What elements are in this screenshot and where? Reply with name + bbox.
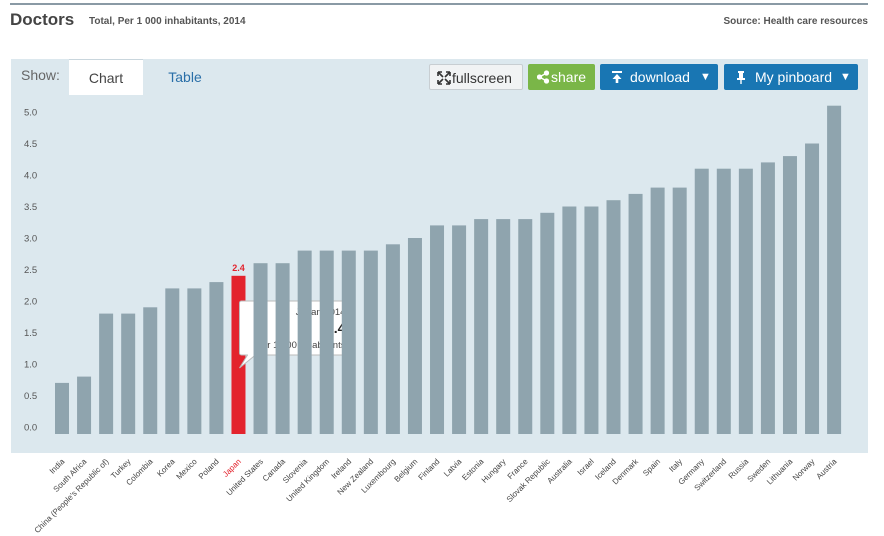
source-label[interactable]: Source: Health care resources	[723, 16, 868, 27]
x-tick-label: Poland	[197, 457, 221, 481]
bar-mexico[interactable]	[187, 288, 202, 434]
y-tick-label: 5.0	[24, 108, 37, 119]
bar-switzerland[interactable]	[716, 168, 731, 434]
bar-korea[interactable]	[165, 288, 180, 434]
tab-chart[interactable]: Chart	[69, 59, 143, 96]
page-subtitle: Total, Per 1 000 inhabitants, 2014	[89, 16, 246, 27]
pinboard-label: My pinboard	[755, 69, 833, 85]
x-tick-label: Mexico	[174, 457, 199, 482]
y-tick-label: 0.5	[24, 391, 37, 402]
bar-lithuania[interactable]	[782, 156, 797, 434]
y-tick-label: 4.5	[24, 139, 37, 150]
y-tick-label: 2.0	[24, 297, 37, 308]
share-label: share	[551, 69, 587, 85]
highlight-value-label: 2.4	[232, 263, 245, 273]
y-tick-label: 1.5	[24, 328, 37, 339]
bar-france[interactable]	[518, 219, 533, 434]
toolbar: Show: Chart Table fullscreen share downl…	[11, 59, 868, 96]
expand-icon	[437, 65, 451, 100]
top-rule	[10, 3, 868, 5]
bar-sweden[interactable]	[760, 162, 775, 434]
y-tick-label: 3.0	[24, 234, 37, 245]
y-tick-label: 3.5	[24, 202, 37, 213]
bar-belgium[interactable]	[407, 238, 422, 434]
bar-slovak-republic[interactable]	[540, 212, 555, 434]
show-label: Show:	[21, 67, 60, 83]
bar-slovenia[interactable]	[297, 250, 312, 434]
caret-down-icon: ▼	[840, 71, 851, 83]
bar-germany[interactable]	[694, 168, 709, 434]
bar-new-zealand[interactable]	[363, 250, 378, 434]
bar-norway[interactable]	[805, 143, 820, 435]
bar-luxembourg[interactable]	[385, 244, 400, 434]
fullscreen-button[interactable]: fullscreen	[429, 64, 523, 90]
x-tick-label: Austria	[815, 457, 839, 481]
bar-ireland[interactable]	[341, 250, 356, 434]
x-tick-label: Belgium	[393, 457, 420, 484]
bar-iceland[interactable]	[606, 200, 621, 434]
bar-austria[interactable]	[827, 105, 842, 434]
bar-finland[interactable]	[430, 225, 445, 434]
y-tick-label: 1.0	[24, 360, 37, 371]
bar-turkey[interactable]	[121, 313, 136, 434]
y-tick-label: 4.0	[24, 171, 37, 182]
y-tick-label: 0.0	[24, 423, 37, 434]
bar-poland[interactable]	[209, 282, 224, 434]
download-label: download	[630, 69, 690, 85]
caret-down-icon: ▼	[700, 71, 711, 83]
bar-china-people-s-republic-of-[interactable]	[99, 313, 114, 434]
bar-russia[interactable]	[738, 168, 753, 434]
download-button[interactable]: download ▼	[600, 64, 718, 90]
x-tick-label: Finland	[417, 457, 442, 482]
tab-table[interactable]: Table	[168, 69, 202, 85]
pin-icon	[736, 64, 746, 99]
y-tick-label: 2.5	[24, 265, 37, 276]
x-tick-label: Spain	[641, 457, 662, 478]
bar-spain[interactable]	[650, 187, 665, 434]
fullscreen-label: fullscreen	[452, 70, 512, 86]
bar-hungary[interactable]	[496, 219, 511, 434]
bar-south-africa[interactable]	[77, 376, 92, 434]
x-tick-label: Israel	[576, 457, 596, 477]
bar-united-states[interactable]	[253, 263, 268, 434]
bar-italy[interactable]	[672, 187, 687, 434]
tooltip-joint	[247, 354, 255, 356]
download-icon	[611, 64, 623, 99]
bar-india[interactable]	[55, 382, 69, 434]
x-tick-label: Norway	[791, 457, 817, 483]
x-tick-label: Italy	[667, 457, 684, 474]
bar-australia[interactable]	[562, 206, 577, 435]
bar-estonia[interactable]	[474, 219, 489, 434]
page-title: Doctors	[10, 10, 75, 29]
bar-united-kingdom[interactable]	[319, 250, 334, 434]
bar-colombia[interactable]	[143, 307, 158, 434]
share-button[interactable]: share	[528, 64, 595, 90]
pinboard-button[interactable]: My pinboard ▼	[724, 64, 858, 90]
bar-canada[interactable]	[275, 263, 290, 434]
bar-israel[interactable]	[584, 206, 599, 435]
x-tick-label: Australia	[545, 457, 574, 486]
bar-latvia[interactable]	[452, 225, 467, 434]
x-tick-label: Hungary	[480, 457, 508, 485]
share-icon	[536, 64, 550, 99]
bar-denmark[interactable]	[628, 193, 643, 434]
x-tick-label: India	[48, 457, 67, 476]
